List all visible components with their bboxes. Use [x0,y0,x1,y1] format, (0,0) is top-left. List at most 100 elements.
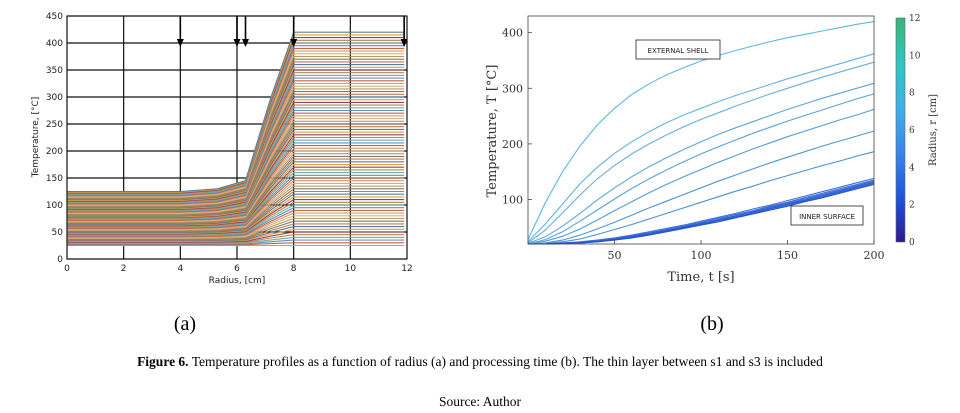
series-lines-b [527,21,875,245]
y-tick-label-a: 250 [46,120,63,130]
y-tick-label-a: 100 [46,201,63,211]
profile-line [67,112,405,213]
y-axis-label-a: Temperature, [°C] [31,97,41,179]
x-axis-label-b: Time, t [s] [667,270,734,285]
profile-line [67,220,405,240]
profile-line [67,182,405,231]
series-line [527,82,875,244]
profile-line [67,172,405,228]
profile-line [67,201,405,236]
profile-line [67,82,405,206]
profile-line [67,226,405,242]
series-line [527,61,875,244]
y-tick-label-b: 100 [502,194,523,207]
figure-caption: Figure 6. Temperature profiles as a func… [0,354,960,370]
profile-line [67,93,405,208]
profile-line [67,174,405,229]
arrow-head [400,39,408,47]
profile-line [67,58,405,199]
profile-line [67,147,405,222]
profile-line [67,239,405,245]
profile-line [67,61,405,200]
profile-line [67,234,405,244]
profile-line [67,242,405,246]
arrow-head [176,39,184,47]
profile-line [67,199,405,235]
profile-line [67,223,405,241]
y-axis-label-b: Temperature, T [°C] [485,65,500,198]
x-tick-label-b: 200 [864,249,885,262]
profile-line [67,215,405,239]
profile-line [67,204,405,236]
profile-line [67,66,405,201]
profile-line [67,99,405,210]
profile-line [67,155,405,224]
colorbar-tick-label: 6 [909,126,915,136]
x-tick-label-a: 10 [345,264,357,274]
profile-line [67,123,405,216]
profile-line [67,134,405,219]
profile-line [67,139,405,220]
profile-line [67,236,405,244]
profile-line [67,142,405,221]
series-line [527,108,875,245]
series-line [527,151,875,245]
profile-line [67,128,405,217]
series-line [528,183,875,245]
profile-line [67,109,405,212]
profile-line [67,91,405,208]
colorbar-tick-label: 8 [909,89,915,99]
profile-line [67,169,405,227]
x-tick-labels-a: 0 2 4 6 8 10 12 [64,264,413,274]
profile-line [67,69,405,202]
y-tick-label-a: 450 [46,12,63,22]
profile-line [67,72,405,203]
profile-line [67,136,405,219]
annotation-inner-surface: INNER SURFACE [799,213,855,221]
profile-line [67,212,405,238]
y-tick-label-b: 200 [502,138,523,151]
panel-a-radius-profiles: 0 50 100 150 200 250 300 350 400 450 0 2 4 6 8 10 12 Ra… [31,12,413,335]
profile-line [67,158,405,225]
x-tick-label-b: 150 [777,249,798,262]
profile-line [67,64,405,201]
colorbar-tick-label: 4 [909,163,915,173]
y-tick-label-a: 200 [46,147,63,157]
profile-line [67,96,405,209]
x-tick-label-a: 6 [234,264,240,274]
profile-line [67,190,405,233]
colorbar-tick-label: 2 [909,201,915,211]
profile-line [67,131,405,218]
x-tick-label-b: 50 [608,249,622,262]
plot-frame-a [66,15,408,260]
x-tick-label-a: 2 [121,264,127,274]
profile-line [67,209,405,238]
profile-line [67,104,405,211]
y-tick-label-a: 350 [46,66,63,76]
profile-line [67,163,405,226]
colorbar-label: Radius, r [cm] [928,94,939,166]
x-tick-label-a: 0 [64,264,70,274]
profile-line [67,118,405,214]
profile-line [67,188,405,232]
caption-prefix: Figure 6. [137,354,189,369]
profile-line [67,80,405,205]
profile-line [67,115,405,214]
colorbar-tick-label: 12 [909,14,920,24]
profile-line [67,47,405,197]
profile-line [67,50,405,197]
profile-line [67,196,405,234]
x-tick-label-b: 100 [691,249,712,262]
y-tick-label-a: 0 [57,255,63,265]
y-tick-label-a: 300 [46,93,63,103]
series-line [527,21,875,240]
profile-line [67,217,405,240]
profile-line [67,53,405,198]
profile-line [67,85,405,206]
profile-line [67,180,405,230]
y-tick-label-a: 150 [46,174,63,184]
caption-text: Temperature profiles as a function of ra… [188,354,823,369]
y-tick-label-a: 400 [46,39,63,49]
colorbar [895,17,906,243]
